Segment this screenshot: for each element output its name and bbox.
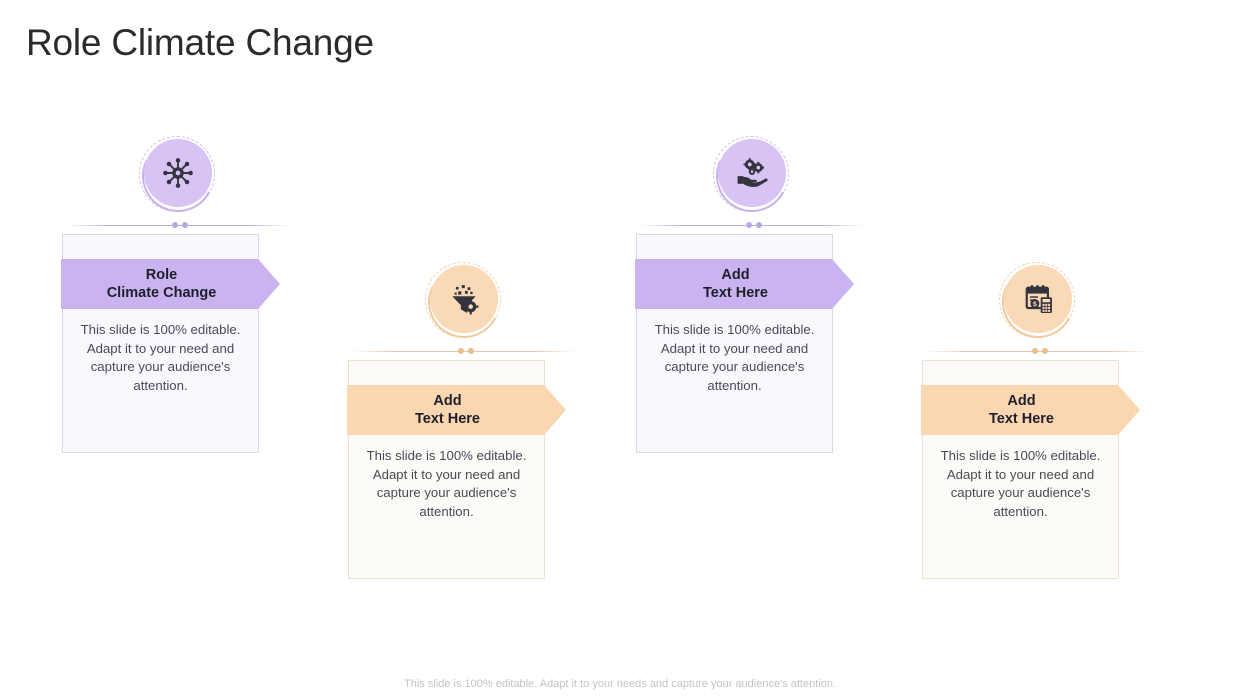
- icon-badge-4: $: [992, 256, 1084, 348]
- card-body-text-1: This slide is 100% editable. Adapt it to…: [80, 322, 241, 394]
- card-heading-ribbon-2[interactable]: Add Text Here: [347, 385, 566, 435]
- icon-badge-2: [418, 256, 510, 348]
- card-heading-line2: Text Here: [988, 411, 1054, 427]
- card-gap: [349, 522, 544, 578]
- content-card-2[interactable]: Add Text Here This slide is 100% editabl…: [348, 360, 545, 579]
- divider-line: [352, 351, 576, 352]
- badge-dash-ring: [713, 136, 789, 212]
- card-heading-line1: Add: [433, 392, 462, 409]
- card-heading-line1: Role: [145, 266, 178, 283]
- card-heading-line1: Add: [721, 266, 750, 283]
- badge-dash-ring: [139, 136, 215, 212]
- badge-dash-ring: [999, 262, 1075, 338]
- page-title: Role Climate Change: [26, 22, 374, 63]
- icon-area-2: [348, 256, 580, 360]
- divider-dot: [1042, 348, 1048, 354]
- divider-line: [926, 351, 1150, 352]
- data-funnel-gear-icon: [430, 265, 498, 333]
- divider-dot: [1032, 348, 1038, 354]
- icon-divider-2: [352, 348, 576, 356]
- icon-area-3: [636, 130, 868, 234]
- icon-area-1: [62, 130, 294, 234]
- card-heading-ribbon-3[interactable]: Add Text Here: [635, 259, 854, 309]
- icon-divider-4: [926, 348, 1150, 356]
- card-heading-line2: Text Here: [414, 411, 480, 427]
- divider-dot: [172, 222, 178, 228]
- card-top-strip: [349, 361, 544, 385]
- divider-line: [640, 225, 864, 226]
- card-top-strip: [637, 235, 832, 259]
- badge-dash-ring: [425, 262, 501, 338]
- card-body-text-4: This slide is 100% editable. Adapt it to…: [940, 448, 1101, 520]
- card-heading-line2: Climate Change: [106, 285, 217, 301]
- column-3: Add Text Here This slide is 100% editabl…: [636, 130, 868, 453]
- icon-area-4: $: [922, 256, 1154, 360]
- card-top-strip: [63, 235, 258, 259]
- card-top-strip: [923, 361, 1118, 385]
- network-hub-icon: [144, 139, 212, 207]
- divider-dot: [182, 222, 188, 228]
- hand-holding-gears-icon: [718, 139, 786, 207]
- content-card-3[interactable]: Add Text Here This slide is 100% editabl…: [636, 234, 833, 453]
- content-card-1[interactable]: Role Climate Change This slide is 100% e…: [62, 234, 259, 453]
- content-card-4[interactable]: Add Text Here This slide is 100% editabl…: [922, 360, 1119, 579]
- icon-badge-1: [132, 130, 224, 222]
- card-heading-line1: Add: [1007, 392, 1036, 409]
- card-heading-ribbon-4[interactable]: Add Text Here: [921, 385, 1140, 435]
- divider-dot: [458, 348, 464, 354]
- divider-dot: [756, 222, 762, 228]
- card-body-text-3: This slide is 100% editable. Adapt it to…: [654, 322, 815, 394]
- icon-divider-1: [66, 222, 290, 230]
- card-gap: [63, 396, 258, 452]
- divider-dot: [746, 222, 752, 228]
- card-gap: [637, 396, 832, 452]
- svg-text:$: $: [1033, 301, 1037, 308]
- card-heading-ribbon-1[interactable]: Role Climate Change: [61, 259, 280, 309]
- icon-badge-3: [706, 130, 798, 222]
- divider-dot: [468, 348, 474, 354]
- icon-divider-3: [640, 222, 864, 230]
- column-1: Role Climate Change This slide is 100% e…: [62, 130, 294, 453]
- divider-line: [66, 225, 290, 226]
- footer-note: This slide is 100% editable. Adapt it to…: [404, 678, 836, 690]
- column-4: $: [922, 256, 1154, 579]
- column-2: Add Text Here This slide is 100% editabl…: [348, 256, 580, 579]
- card-heading-line2: Text Here: [702, 285, 768, 301]
- card-gap: [923, 522, 1118, 578]
- calendar-money-calculator-icon: $: [1004, 265, 1072, 333]
- card-body-text-2: This slide is 100% editable. Adapt it to…: [366, 448, 527, 520]
